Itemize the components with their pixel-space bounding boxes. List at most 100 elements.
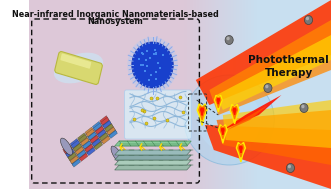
Bar [279, 0, 280, 189]
Circle shape [306, 17, 309, 20]
Bar [81, 138, 89, 146]
FancyBboxPatch shape [125, 90, 191, 139]
Bar [205, 0, 206, 189]
Bar [316, 0, 318, 189]
Bar [199, 0, 200, 189]
Bar [246, 0, 248, 189]
Bar [272, 0, 331, 189]
Circle shape [226, 37, 230, 40]
Bar [70, 156, 78, 164]
Polygon shape [199, 106, 205, 120]
Bar [324, 0, 325, 189]
Bar [86, 146, 94, 154]
Bar [264, 0, 266, 189]
Bar [304, 0, 306, 189]
Bar [100, 135, 109, 143]
Bar [312, 0, 313, 189]
Bar [206, 0, 208, 189]
Bar [97, 130, 106, 138]
Bar [252, 0, 254, 189]
Circle shape [127, 37, 178, 93]
Bar [295, 0, 297, 189]
Bar [107, 127, 115, 135]
Bar [99, 133, 108, 141]
Bar [261, 0, 263, 189]
Circle shape [286, 163, 294, 173]
Bar [294, 0, 295, 189]
Polygon shape [115, 155, 191, 160]
Bar [188, 0, 190, 189]
Polygon shape [115, 150, 191, 155]
Bar [75, 147, 84, 155]
Bar [266, 0, 267, 189]
Bar [285, 0, 286, 189]
Bar [248, 0, 249, 189]
Bar [233, 0, 234, 189]
Bar [193, 0, 194, 189]
Bar [105, 124, 113, 132]
Bar [72, 142, 81, 150]
Bar [77, 133, 86, 141]
Bar [85, 127, 93, 135]
Bar [76, 148, 85, 156]
Polygon shape [220, 127, 226, 139]
Ellipse shape [111, 146, 123, 163]
Polygon shape [214, 95, 222, 112]
Bar [270, 0, 272, 189]
Bar [83, 141, 91, 149]
Bar [303, 0, 304, 189]
Polygon shape [197, 104, 207, 125]
Bar [65, 148, 73, 156]
Bar [306, 0, 307, 189]
Circle shape [264, 84, 272, 92]
Polygon shape [205, 125, 331, 189]
Bar [68, 153, 76, 161]
Circle shape [132, 42, 173, 88]
Circle shape [265, 85, 268, 88]
Bar [202, 0, 203, 189]
Bar [94, 142, 103, 150]
Bar [64, 146, 72, 154]
Bar [91, 137, 99, 145]
Bar [216, 0, 218, 189]
Bar [86, 129, 94, 137]
Bar [298, 0, 300, 189]
Bar [272, 0, 273, 189]
Bar [286, 0, 288, 189]
Bar [93, 140, 102, 148]
Polygon shape [115, 165, 191, 170]
Bar [102, 119, 110, 127]
Bar [277, 0, 279, 189]
Polygon shape [223, 100, 331, 148]
Bar [267, 0, 269, 189]
Bar [307, 0, 309, 189]
Bar [63, 144, 71, 152]
FancyBboxPatch shape [60, 53, 91, 69]
Bar [245, 0, 246, 189]
Bar [291, 0, 292, 189]
Bar [200, 0, 202, 189]
Bar [257, 0, 258, 189]
Ellipse shape [184, 75, 274, 165]
Bar [187, 0, 188, 189]
Bar [280, 0, 282, 189]
Bar [231, 0, 233, 189]
Bar [103, 121, 111, 129]
Bar [263, 0, 264, 189]
Bar [276, 0, 277, 189]
Bar [325, 0, 327, 189]
Bar [213, 0, 215, 189]
Bar [106, 125, 114, 133]
Polygon shape [221, 128, 224, 135]
Bar [72, 159, 80, 167]
Bar [258, 0, 260, 189]
Bar [219, 0, 221, 189]
Bar [92, 121, 101, 129]
Bar [82, 139, 90, 147]
Bar [282, 0, 283, 189]
Bar [80, 136, 88, 144]
Polygon shape [201, 108, 204, 115]
Bar [69, 154, 77, 162]
Bar [89, 134, 97, 142]
Text: Photothermal
Therapy: Photothermal Therapy [248, 55, 329, 78]
